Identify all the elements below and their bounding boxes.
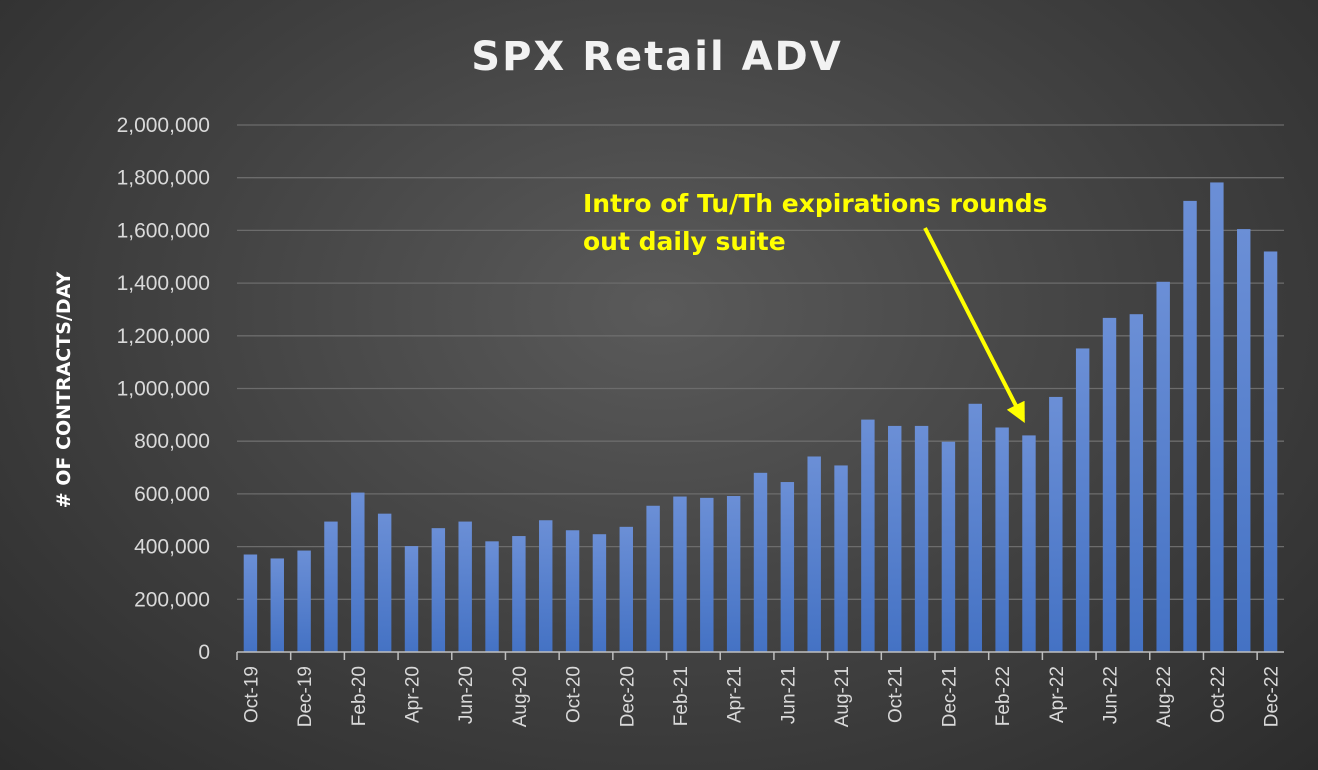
bar-Nov-19 (270, 558, 284, 652)
bar-May-21 (753, 472, 768, 652)
bar-Apr-20 (404, 546, 419, 652)
bar-Jan-22 (968, 403, 982, 652)
y-axis-label: # OF CONTRACTS/DAY (53, 272, 75, 509)
bar-Jun-20 (458, 521, 472, 652)
x-tick-label: Jun-21 (778, 666, 799, 724)
x-tick-label: Aug-22 (1154, 666, 1175, 727)
x-tick-label: Aug-20 (510, 666, 531, 727)
y-tick-label: 600,000 (134, 483, 210, 506)
bar-Dec-20 (619, 526, 633, 652)
bar-Mar-22 (1022, 435, 1036, 652)
bar-Nov-21 (914, 425, 929, 652)
bar-Dec-21 (941, 441, 956, 652)
y-tick-label: 1,400,000 (117, 272, 210, 295)
bar-Aug-22 (1156, 281, 1170, 652)
chart-title: SPX Retail ADV (471, 34, 842, 80)
bar-Oct-20 (565, 530, 580, 652)
x-tick-label: Apr-20 (403, 666, 424, 723)
x-tick-label: Dec-20 (617, 666, 638, 727)
bar-Aug-21 (834, 465, 848, 652)
y-tick-label: 200,000 (134, 588, 210, 611)
y-tick-label: 800,000 (134, 430, 210, 453)
bar-Jul-22 (1129, 314, 1144, 652)
x-tick-label: Jun-22 (1101, 666, 1122, 724)
y-tick-label: 400,000 (134, 536, 210, 559)
bar-Aug-20 (512, 536, 526, 652)
bar-Dec-19 (297, 550, 311, 652)
bar-Oct-21 (888, 425, 902, 652)
bar-Apr-22 (1049, 396, 1063, 652)
bar-Apr-21 (726, 496, 741, 652)
x-tick-label: Feb-20 (349, 666, 370, 726)
annotation-line: Intro of Tu/Th expirations rounds (583, 189, 1048, 218)
x-tick-label: Oct-22 (1208, 666, 1229, 723)
bars (243, 182, 1278, 653)
annotation-arrow (923, 227, 1025, 423)
y-tick-label: 1,200,000 (117, 325, 210, 348)
bar-Jul-21 (807, 456, 821, 652)
x-tick-label: Jun-20 (456, 666, 477, 724)
bar-Mar-20 (377, 513, 392, 652)
bar-May-22 (1075, 348, 1090, 652)
x-tick-labels: Oct-19 Dec-19 Feb-20 Apr-20 Jun-20 Aug-20 Oct-… (241, 666, 1282, 727)
annotation: Intro of Tu/Th expirations rounds out dai… (583, 189, 1048, 423)
x-tick-label: Feb-21 (671, 666, 692, 726)
bar-Feb-21 (673, 496, 687, 652)
bar-Oct-19 (243, 554, 258, 652)
bar-Nov-22 (1237, 229, 1251, 652)
y-tick-label: 0 (198, 641, 210, 664)
y-tick-labels: 0 200,000 400,000 600,000 800,000 1,000,000 1,… (117, 114, 210, 664)
bar-Sep-21 (861, 419, 875, 652)
bar-Feb-20 (351, 492, 365, 652)
x-tick-label: Dec-22 (1262, 666, 1283, 727)
bar-Jun-21 (780, 482, 795, 652)
x-tick-label: Dec-21 (939, 666, 960, 727)
y-tick-label: 1,800,000 (117, 167, 210, 190)
bar-Jan-21 (646, 505, 660, 652)
x-tick-label: Apr-22 (1047, 666, 1068, 723)
bar-Oct-22 (1210, 182, 1224, 652)
annotation-line: out daily suite (583, 227, 786, 256)
x-tick-label: Oct-19 (241, 666, 262, 723)
x-tick-label: Dec-19 (295, 666, 316, 727)
bar-Feb-22 (995, 427, 1009, 652)
x-tick-label: Oct-20 (564, 666, 585, 723)
bar-Jun-22 (1102, 317, 1117, 652)
y-tick-label: 1,600,000 (117, 219, 210, 242)
x-axis (236, 651, 1284, 660)
x-tick-label: Feb-22 (993, 666, 1014, 726)
bar-Jan-20 (324, 521, 338, 652)
bar-Jul-20 (485, 541, 499, 652)
x-tick-label: Oct-21 (886, 666, 907, 723)
bar-Sep-20 (539, 520, 553, 652)
bar-Nov-20 (592, 534, 607, 652)
y-tick-label: 2,000,000 (117, 114, 210, 137)
bar-Mar-21 (700, 497, 714, 652)
x-tick-label: Aug-21 (832, 666, 853, 727)
bar-May-20 (431, 528, 446, 652)
bar-Dec-22 (1263, 251, 1278, 653)
x-tick-label: Apr-21 (725, 666, 746, 723)
bar-Sep-22 (1183, 200, 1197, 652)
y-tick-label: 1,000,000 (117, 378, 210, 401)
